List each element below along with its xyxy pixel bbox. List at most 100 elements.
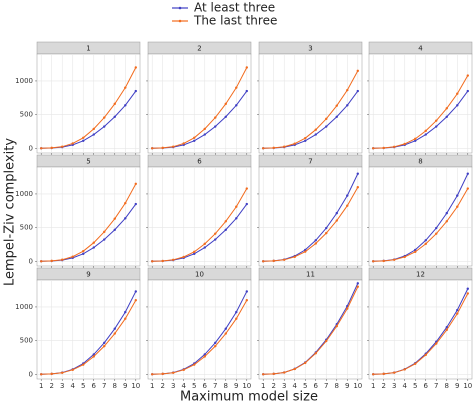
point — [445, 326, 448, 329]
point — [424, 353, 427, 357]
point — [92, 127, 95, 131]
series-line — [373, 293, 469, 375]
point — [356, 186, 359, 189]
x-tick-label: 6 — [424, 382, 429, 390]
point — [262, 147, 265, 150]
point — [325, 339, 328, 343]
point — [134, 202, 137, 206]
point — [293, 367, 296, 371]
x-tick-label: 10 — [463, 382, 472, 390]
point — [466, 187, 469, 190]
point — [283, 145, 286, 148]
point — [134, 66, 137, 69]
point — [113, 332, 116, 335]
strip-label: 11 — [306, 271, 315, 279]
point — [262, 260, 265, 263]
point — [456, 308, 459, 312]
point — [113, 228, 116, 231]
point — [272, 146, 275, 150]
point — [151, 373, 154, 376]
point — [172, 145, 175, 148]
point — [435, 226, 438, 230]
point — [182, 255, 185, 259]
point — [325, 117, 328, 121]
point — [71, 255, 74, 258]
point — [92, 353, 95, 356]
point — [214, 344, 217, 348]
point — [134, 299, 137, 302]
x-tick-label: 3 — [171, 382, 175, 390]
point — [103, 125, 106, 128]
legend-label: The last three — [193, 14, 277, 28]
x-axis-label: Maximum model size — [180, 390, 318, 404]
strip-label: 6 — [197, 158, 202, 166]
point — [445, 211, 448, 215]
point — [103, 238, 106, 241]
point — [193, 139, 196, 143]
point — [325, 231, 328, 235]
x-tick-label: 1 — [150, 382, 154, 390]
series-line — [41, 183, 137, 262]
y-tick-label: 0 — [29, 257, 33, 265]
point — [245, 299, 248, 302]
point — [356, 172, 359, 175]
x-tick-label: 5 — [81, 382, 85, 390]
point — [124, 310, 127, 314]
point — [382, 259, 385, 263]
panel — [36, 53, 141, 154]
panel — [147, 279, 252, 380]
point — [346, 307, 349, 310]
panel — [368, 279, 473, 380]
legend-marker — [178, 19, 182, 23]
point — [103, 341, 106, 345]
point — [40, 373, 43, 376]
x-tick-label: 2 — [271, 382, 275, 390]
point — [224, 327, 227, 330]
series-line — [41, 67, 137, 149]
point — [456, 205, 459, 208]
x-tick-label: 1 — [371, 382, 375, 390]
x-tick-label: 7 — [102, 382, 106, 390]
point — [61, 371, 64, 375]
point — [134, 89, 137, 93]
point — [203, 355, 206, 358]
point — [372, 373, 375, 376]
point — [124, 217, 127, 220]
point — [304, 248, 307, 252]
point — [424, 239, 427, 242]
point — [40, 260, 43, 263]
point — [161, 372, 164, 376]
point — [92, 241, 95, 244]
x-tick-label: 2 — [160, 382, 164, 390]
strip-label: 7 — [308, 158, 312, 166]
point — [304, 136, 307, 140]
point — [193, 136, 196, 139]
x-tick-label: 3 — [60, 382, 64, 390]
x-tick-label: 8 — [335, 382, 339, 390]
point — [214, 116, 217, 119]
series-line — [263, 70, 359, 149]
point — [151, 260, 154, 263]
point — [335, 324, 338, 328]
strip-label: 8 — [418, 158, 422, 166]
series-line — [41, 299, 137, 375]
point — [61, 258, 64, 261]
point — [214, 238, 217, 241]
point — [314, 242, 317, 245]
point — [382, 146, 385, 150]
point — [372, 147, 375, 150]
point — [293, 255, 296, 259]
point — [325, 226, 328, 230]
x-tick-label: 8 — [113, 382, 117, 390]
point — [161, 146, 164, 150]
point — [82, 139, 85, 143]
point — [283, 371, 286, 374]
point — [435, 342, 438, 345]
series-line — [373, 188, 469, 262]
point — [193, 250, 196, 254]
series-line — [263, 186, 359, 262]
y-axis-label: Lempel-Ziv complexity — [3, 138, 18, 286]
point — [203, 127, 206, 131]
panel — [258, 166, 363, 267]
